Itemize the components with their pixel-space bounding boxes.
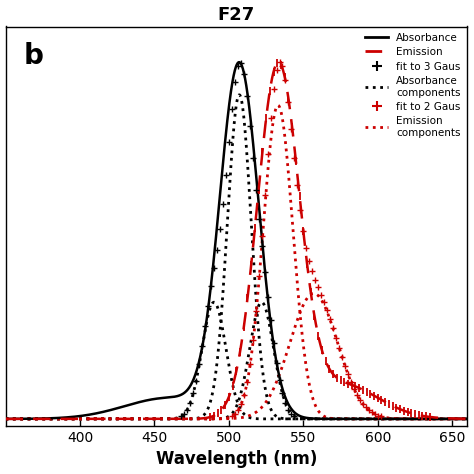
Legend: Absorbance, Emission, fit to 3 Gaus, Absorbance
components, fit to 2 Gaus, Emiss: Absorbance, Emission, fit to 3 Gaus, Abs… <box>361 28 465 142</box>
Title: F27: F27 <box>218 6 255 24</box>
Text: b: b <box>24 43 44 71</box>
X-axis label: Wavelength (nm): Wavelength (nm) <box>155 450 317 468</box>
